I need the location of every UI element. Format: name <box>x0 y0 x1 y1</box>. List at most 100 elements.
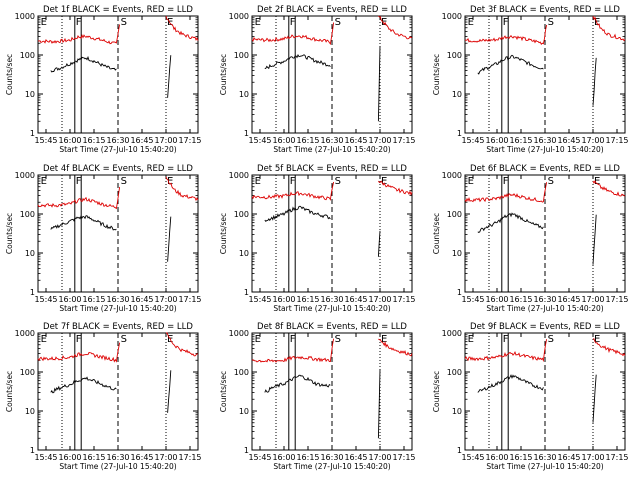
panel-title: Det 3f BLACK = Events, RED = LLD <box>470 5 620 15</box>
y-axis-label: Counts/sec <box>432 371 441 412</box>
panel-8: Det 8f BLACK = Events, RED = LLD 1 10 100 10… <box>219 322 416 471</box>
marker-letter: F <box>290 17 296 28</box>
panel-2: Det 2f BLACK = Events, RED = LLD 1 10 100 10… <box>219 5 416 154</box>
series-line-lld <box>464 338 626 363</box>
marker-letter: E <box>255 17 261 28</box>
y-tick-label: 1 <box>244 446 249 455</box>
x-tick-label: 17:15 <box>605 136 628 145</box>
x-tick-label: 17:00 <box>581 453 604 462</box>
marker-letter: F <box>76 334 82 345</box>
marker-letter: E <box>468 176 474 187</box>
y-axis-label: Counts/sec <box>219 54 228 95</box>
y-tick-label: 1000 <box>229 12 249 21</box>
x-tick-label: 16:45 <box>130 295 153 304</box>
series-line-lld <box>464 180 626 203</box>
x-tick-label: 16:30 <box>533 453 556 462</box>
marker-letter: S <box>121 176 127 187</box>
y-tick-label: 1 <box>244 129 249 138</box>
x-tick-label: 15:45 <box>248 453 271 462</box>
marker-letter: E <box>167 176 173 187</box>
x-tick-label: 16:45 <box>344 453 367 462</box>
series-line-events <box>477 374 597 423</box>
marker-letter: E <box>381 176 387 187</box>
x-tick-label: 17:00 <box>368 453 391 462</box>
y-tick-label: 10 <box>239 407 249 416</box>
marker-letter: S <box>121 334 127 345</box>
y-tick-label: 1000 <box>229 329 249 338</box>
x-tick-label: 17:15 <box>178 453 201 462</box>
marker-letter: F <box>76 17 82 28</box>
marker-letter: F <box>290 334 296 345</box>
x-tick-label: 16:15 <box>82 295 105 304</box>
x-tick-label: 16:00 <box>485 295 508 304</box>
x-tick-label: 15:45 <box>461 295 484 304</box>
y-tick-label: 1 <box>244 288 249 297</box>
x-tick-label: 16:30 <box>533 136 556 145</box>
marker-letter: F <box>76 176 82 187</box>
panel-3: Det 3f BLACK = Events, RED = LLD 1 10 100 10… <box>432 5 629 154</box>
x-tick-label: 16:00 <box>272 295 295 304</box>
marker-letter: S <box>548 176 554 187</box>
y-tick-label: 1 <box>30 288 35 297</box>
x-tick-label: 17:00 <box>368 136 391 145</box>
series-line-lld <box>251 338 413 363</box>
y-tick-label: 1000 <box>229 171 249 180</box>
panel-title: Det 1f BLACK = Events, RED = LLD <box>43 5 193 15</box>
y-tick-label: 10 <box>452 249 462 258</box>
series-line-events <box>264 45 381 122</box>
x-tick-label: 15:45 <box>34 453 57 462</box>
panel-5: Det 5f BLACK = Events, RED = LLD 1 10 100 10… <box>219 164 416 313</box>
x-tick-label: 15:45 <box>34 295 57 304</box>
marker-letter: E <box>255 176 261 187</box>
x-tick-label: 17:15 <box>178 136 201 145</box>
x-tick-label: 16:45 <box>557 136 580 145</box>
x-axis-label: Start Time (27-Jul-10 15:40:20) <box>486 462 603 471</box>
x-tick-label: 17:15 <box>178 295 201 304</box>
panel-title: Det 6f BLACK = Events, RED = LLD <box>470 164 620 174</box>
series-line-lld <box>251 15 413 45</box>
y-axis-label: Counts/sec <box>432 54 441 95</box>
panel-4: Det 4f BLACK = Events, RED = LLD 1 10 100 10… <box>5 164 202 313</box>
marker-letter: E <box>41 176 47 187</box>
series-line-events <box>264 205 381 257</box>
x-tick-label: 17:15 <box>392 295 415 304</box>
x-tick-label: 17:00 <box>581 136 604 145</box>
x-tick-label: 16:30 <box>533 295 556 304</box>
x-tick-label: 16:30 <box>320 453 343 462</box>
marker-letter: E <box>255 334 261 345</box>
x-tick-label: 16:00 <box>485 453 508 462</box>
y-tick-label: 10 <box>25 249 35 258</box>
y-tick-label: 1 <box>30 446 35 455</box>
x-axis-label: Start Time (27-Jul-10 15:40:20) <box>273 304 390 313</box>
x-tick-label: 17:00 <box>154 136 177 145</box>
y-tick-label: 10 <box>239 90 249 99</box>
series-line-lld <box>37 332 198 363</box>
marker-letter: F <box>503 334 509 345</box>
x-tick-label: 15:45 <box>248 295 271 304</box>
y-axis-label: Counts/sec <box>5 213 14 254</box>
marker-letter: E <box>468 334 474 345</box>
marker-letter: S <box>548 17 554 28</box>
x-tick-label: 16:45 <box>344 136 367 145</box>
marker-letter: E <box>381 17 387 28</box>
x-axis-label: Start Time (27-Jul-10 15:40:20) <box>273 145 390 154</box>
x-tick-label: 15:45 <box>461 136 484 145</box>
y-tick-label: 100 <box>234 210 249 219</box>
x-tick-label: 16:15 <box>509 136 532 145</box>
series-line-lld <box>251 180 413 201</box>
x-tick-label: 16:45 <box>557 453 580 462</box>
marker-letter: F <box>503 176 509 187</box>
marker-letter: S <box>548 334 554 345</box>
x-tick-label: 16:00 <box>485 136 508 145</box>
y-tick-label: 1000 <box>15 329 35 338</box>
series-line-events <box>477 54 597 106</box>
marker-letter: E <box>594 334 600 345</box>
marker-letter: E <box>41 334 47 345</box>
y-tick-label: 1000 <box>442 12 462 21</box>
x-tick-label: 17:00 <box>154 295 177 304</box>
y-axis-label: Counts/sec <box>5 371 14 412</box>
x-axis-label: Start Time (27-Jul-10 15:40:20) <box>273 462 390 471</box>
y-tick-label: 1000 <box>15 12 35 21</box>
panel-title: Det 5f BLACK = Events, RED = LLD <box>257 164 407 174</box>
